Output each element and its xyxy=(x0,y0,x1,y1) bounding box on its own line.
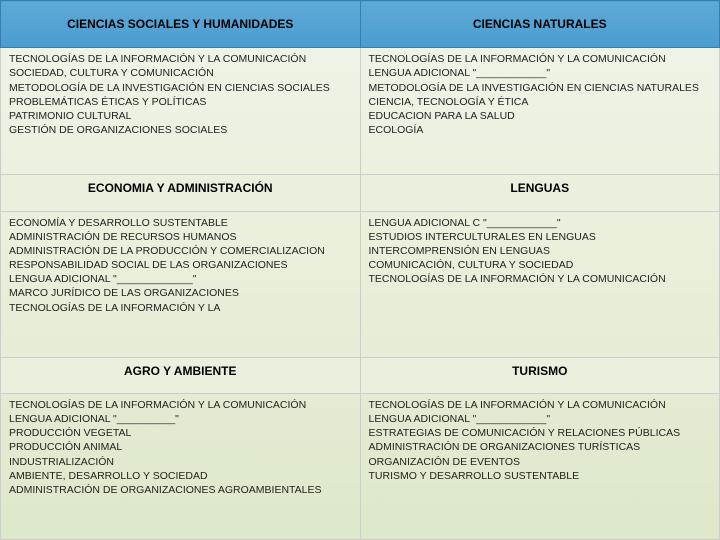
curriculum-table: CIENCIAS SOCIALES Y HUMANIDADES CIENCIAS… xyxy=(0,0,720,540)
list-item: TECNOLOGÍAS DE LA INFORMACIÓN Y LA COMUN… xyxy=(9,398,352,412)
section-subheader-row: ECONOMIA Y ADMINISTRACIÓN LENGUAS xyxy=(1,175,720,211)
list-item: LENGUA ADICIONAL "____________" xyxy=(369,66,712,80)
header-agro: AGRO Y AMBIENTE xyxy=(1,357,361,393)
list-item: ADMINISTRACIÓN DE ORGANIZACIONES TURÍSTI… xyxy=(369,440,712,454)
list-item: ECONOMÍA Y DESARROLLO SUSTENTABLE xyxy=(9,216,352,230)
list-item: ESTRATEGIAS DE COMUNICACIÓN Y RELACIONES… xyxy=(369,426,712,440)
list-item: TECNOLOGÍAS DE LA INFORMACIÓN Y LA xyxy=(9,301,352,315)
list-item: SOCIEDAD, CULTURA Y COMUNICACIÓN xyxy=(9,66,352,80)
list-item: INTERCOMPRENSIÓN EN LENGUAS xyxy=(369,244,712,258)
list-item: PRODUCCIÓN ANIMAL xyxy=(9,440,352,454)
list-item: RESPONSABILIDAD SOCIAL DE LAS ORGANIZACI… xyxy=(9,258,352,272)
content-economia: ECONOMÍA Y DESARROLLO SUSTENTABLE ADMINI… xyxy=(1,211,361,357)
section-content-row: TECNOLOGÍAS DE LA INFORMACIÓN Y LA COMUN… xyxy=(1,48,720,175)
section-content-row: TECNOLOGÍAS DE LA INFORMACIÓN Y LA COMUN… xyxy=(1,393,720,539)
content-ciencias-sociales: TECNOLOGÍAS DE LA INFORMACIÓN Y LA COMUN… xyxy=(1,48,361,175)
list-item: ADMINISTRACIÓN DE RECURSOS HUMANOS xyxy=(9,230,352,244)
list-item: TECNOLOGÍAS DE LA INFORMACIÓN Y LA COMUN… xyxy=(369,52,712,66)
section-content-row: ECONOMÍA Y DESARROLLO SUSTENTABLE ADMINI… xyxy=(1,211,720,357)
list-item: EDUCACION PARA LA SALUD xyxy=(369,109,712,123)
content-lenguas: LENGUA ADICIONAL C "____________" ESTUDI… xyxy=(360,211,720,357)
list-item: LENGUA ADICIONAL "_____________" xyxy=(9,272,352,286)
list-item: ORGANIZACIÓN DE EVENTOS xyxy=(369,455,712,469)
list-item: LENGUA ADICIONAL C "____________" xyxy=(369,216,712,230)
list-item: PATRIMONIO CULTURAL xyxy=(9,109,352,123)
list-item: PRODUCCIÓN VEGETAL xyxy=(9,426,352,440)
list-item: ESTUDIOS INTERCULTURALES EN LENGUAS xyxy=(369,230,712,244)
list-item: METODOLOGÍA DE LA INVESTIGACIÓN EN CIENC… xyxy=(369,81,712,95)
header-ciencias-sociales: CIENCIAS SOCIALES Y HUMANIDADES xyxy=(1,1,361,48)
list-item: TECNOLOGÍAS DE LA INFORMACIÓN Y LA COMUN… xyxy=(369,398,712,412)
content-agro: TECNOLOGÍAS DE LA INFORMACIÓN Y LA COMUN… xyxy=(1,393,361,539)
list-item: PROBLEMÁTICAS ÉTICAS Y POLÍTICAS xyxy=(9,95,352,109)
list-item: INDUSTRIALIZACIÓN xyxy=(9,455,352,469)
header-economia: ECONOMIA Y ADMINISTRACIÓN xyxy=(1,175,361,211)
list-item: ECOLOGÍA xyxy=(369,123,712,137)
header-ciencias-naturales: CIENCIAS NATURALES xyxy=(360,1,720,48)
section-header-row: CIENCIAS SOCIALES Y HUMANIDADES CIENCIAS… xyxy=(1,1,720,48)
content-ciencias-naturales: TECNOLOGÍAS DE LA INFORMACIÓN Y LA COMUN… xyxy=(360,48,720,175)
list-item: METODOLOGÍA DE LA INVESTIGACIÓN EN CIENC… xyxy=(9,81,352,95)
section-subheader-row: AGRO Y AMBIENTE TURISMO xyxy=(1,357,720,393)
list-item: TECNOLOGÍAS DE LA INFORMACIÓN Y LA COMUN… xyxy=(369,272,712,286)
list-item: CIENCIA, TECNOLOGÍA Y ÉTICA xyxy=(369,95,712,109)
list-item: TURISMO Y DESARROLLO SUSTENTABLE xyxy=(369,469,712,483)
list-item: COMUNICACIÓN, CULTURA Y SOCIEDAD xyxy=(369,258,712,272)
list-item: TECNOLOGÍAS DE LA INFORMACIÓN Y LA COMUN… xyxy=(9,52,352,66)
list-item: LENGUA ADICIONAL "__________" xyxy=(9,412,352,426)
list-item: ADMINISTRACIÓN DE ORGANIZACIONES AGROAMB… xyxy=(9,483,352,497)
header-turismo: TURISMO xyxy=(360,357,720,393)
content-turismo: TECNOLOGÍAS DE LA INFORMACIÓN Y LA COMUN… xyxy=(360,393,720,539)
list-item: ADMINISTRACIÓN DE LA PRODUCCIÓN Y COMERC… xyxy=(9,244,352,258)
header-lenguas: LENGUAS xyxy=(360,175,720,211)
list-item: GESTIÓN DE ORGANIZACIONES SOCIALES xyxy=(9,123,352,137)
list-item: LENGUA ADICIONAL "____________" xyxy=(369,412,712,426)
list-item: MARCO JURÍDICO DE LAS ORGANIZACIONES xyxy=(9,286,352,300)
list-item: AMBIENTE, DESARROLLO Y SOCIEDAD xyxy=(9,469,352,483)
